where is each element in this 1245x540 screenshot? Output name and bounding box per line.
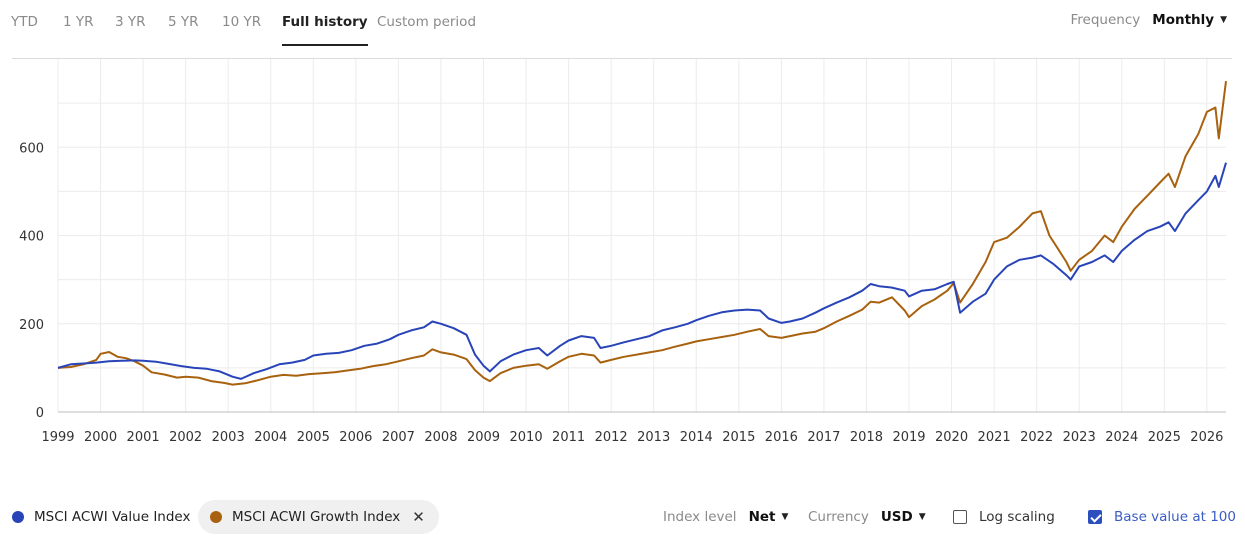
frequency-label: Frequency	[1070, 12, 1141, 28]
x-tick-label: 2007	[382, 430, 415, 445]
x-tick-label: 2016	[765, 430, 798, 445]
x-tick-label: 2006	[339, 430, 372, 445]
log-scaling-checkbox[interactable]	[953, 510, 967, 524]
x-tick-label: 2002	[169, 430, 202, 445]
x-tick-label: 2013	[637, 430, 670, 445]
frequency-value[interactable]: Monthly	[1152, 12, 1215, 28]
chart-footer: MSCI ACWI Value Index MSCI ACWI Growth I…	[0, 500, 1245, 536]
log-scaling-toggle[interactable]: Log scaling	[953, 500, 1055, 534]
x-tick-label: 2009	[467, 430, 500, 445]
x-tick-label: 2015	[722, 430, 755, 445]
legend-item-value-index[interactable]: MSCI ACWI Value Index	[12, 500, 191, 534]
x-tick-label: 2005	[297, 430, 330, 445]
x-tick-label: 1999	[41, 430, 74, 445]
currency-label: Currency	[808, 509, 869, 525]
y-tick-label: 0	[36, 406, 44, 421]
x-tick-label: 2026	[1190, 430, 1223, 445]
x-tick-label: 2023	[1063, 430, 1096, 445]
tab-5-yr[interactable]: 5 YR	[168, 14, 199, 30]
legend-dot-icon	[210, 511, 222, 523]
tab-full-history[interactable]: Full history	[282, 0, 368, 46]
index-level-label: Index level	[663, 509, 737, 525]
caret-down-icon[interactable]: ▼	[1220, 15, 1227, 25]
x-tick-label: 2025	[1148, 430, 1181, 445]
series-line-growth-index[interactable]	[57, 80, 1227, 386]
x-tick-label: 2008	[424, 430, 457, 445]
legend-label-growth-index: MSCI ACWI Growth Index	[232, 509, 401, 525]
legend-dot-icon	[12, 511, 24, 523]
x-tick-label: 2004	[254, 430, 287, 445]
x-tick-label: 2024	[1105, 430, 1138, 445]
x-tick-label: 2014	[680, 430, 713, 445]
x-tick-label: 2010	[510, 430, 543, 445]
x-tick-label: 2003	[212, 430, 245, 445]
x-tick-label: 2001	[127, 430, 160, 445]
currency-value[interactable]: USD	[880, 509, 913, 525]
y-tick-label: 600	[19, 141, 44, 156]
base-value-label: Base value at 100	[1114, 509, 1236, 525]
tab-3-yr[interactable]: 3 YR	[115, 14, 146, 30]
index-level-value[interactable]: Net	[748, 509, 776, 525]
tab-10-yr[interactable]: 10 YR	[222, 14, 262, 30]
x-tick-label: 2017	[807, 430, 840, 445]
x-tick-label: 2011	[552, 430, 585, 445]
y-tick-label: 200	[19, 318, 44, 333]
line-chart: 0 200 400 600 1999 2000 2001 2002 2003 2004 2005 20…	[19, 59, 1227, 445]
x-tick-label: 2020	[935, 430, 968, 445]
tab-ytd[interactable]: YTD	[11, 14, 38, 30]
series-line-value-index[interactable]	[57, 162, 1227, 380]
close-icon[interactable]: ✕	[412, 508, 425, 526]
x-tick-label: 2000	[84, 430, 117, 445]
y-tick-label: 400	[19, 230, 44, 245]
x-tick-label: 2012	[595, 430, 628, 445]
base-value-toggle[interactable]: Base value at 100	[1088, 500, 1236, 534]
tab-custom-period[interactable]: Custom period	[377, 14, 477, 30]
x-tick-label: 2018	[850, 430, 883, 445]
tab-1-yr[interactable]: 1 YR	[63, 14, 94, 30]
caret-down-icon[interactable]: ▼	[781, 512, 789, 522]
log-scaling-label: Log scaling	[979, 509, 1055, 525]
legend-item-growth-index[interactable]: MSCI ACWI Growth Index ✕	[198, 500, 439, 534]
currency-selector[interactable]: Currency USD ▼	[808, 500, 926, 534]
x-tick-label: 2021	[978, 430, 1011, 445]
index-level-selector[interactable]: Index level Net ▼	[663, 500, 788, 534]
chart-top-divider	[12, 58, 1232, 59]
legend-label-value-index: MSCI ACWI Value Index	[34, 509, 191, 525]
frequency-selector[interactable]: Frequency Monthly ▼	[1071, 12, 1227, 28]
x-tick-label: 2022	[1020, 430, 1053, 445]
x-tick-label: 2019	[892, 430, 925, 445]
caret-down-icon[interactable]: ▼	[918, 512, 926, 522]
base-value-checkbox[interactable]	[1088, 510, 1102, 524]
